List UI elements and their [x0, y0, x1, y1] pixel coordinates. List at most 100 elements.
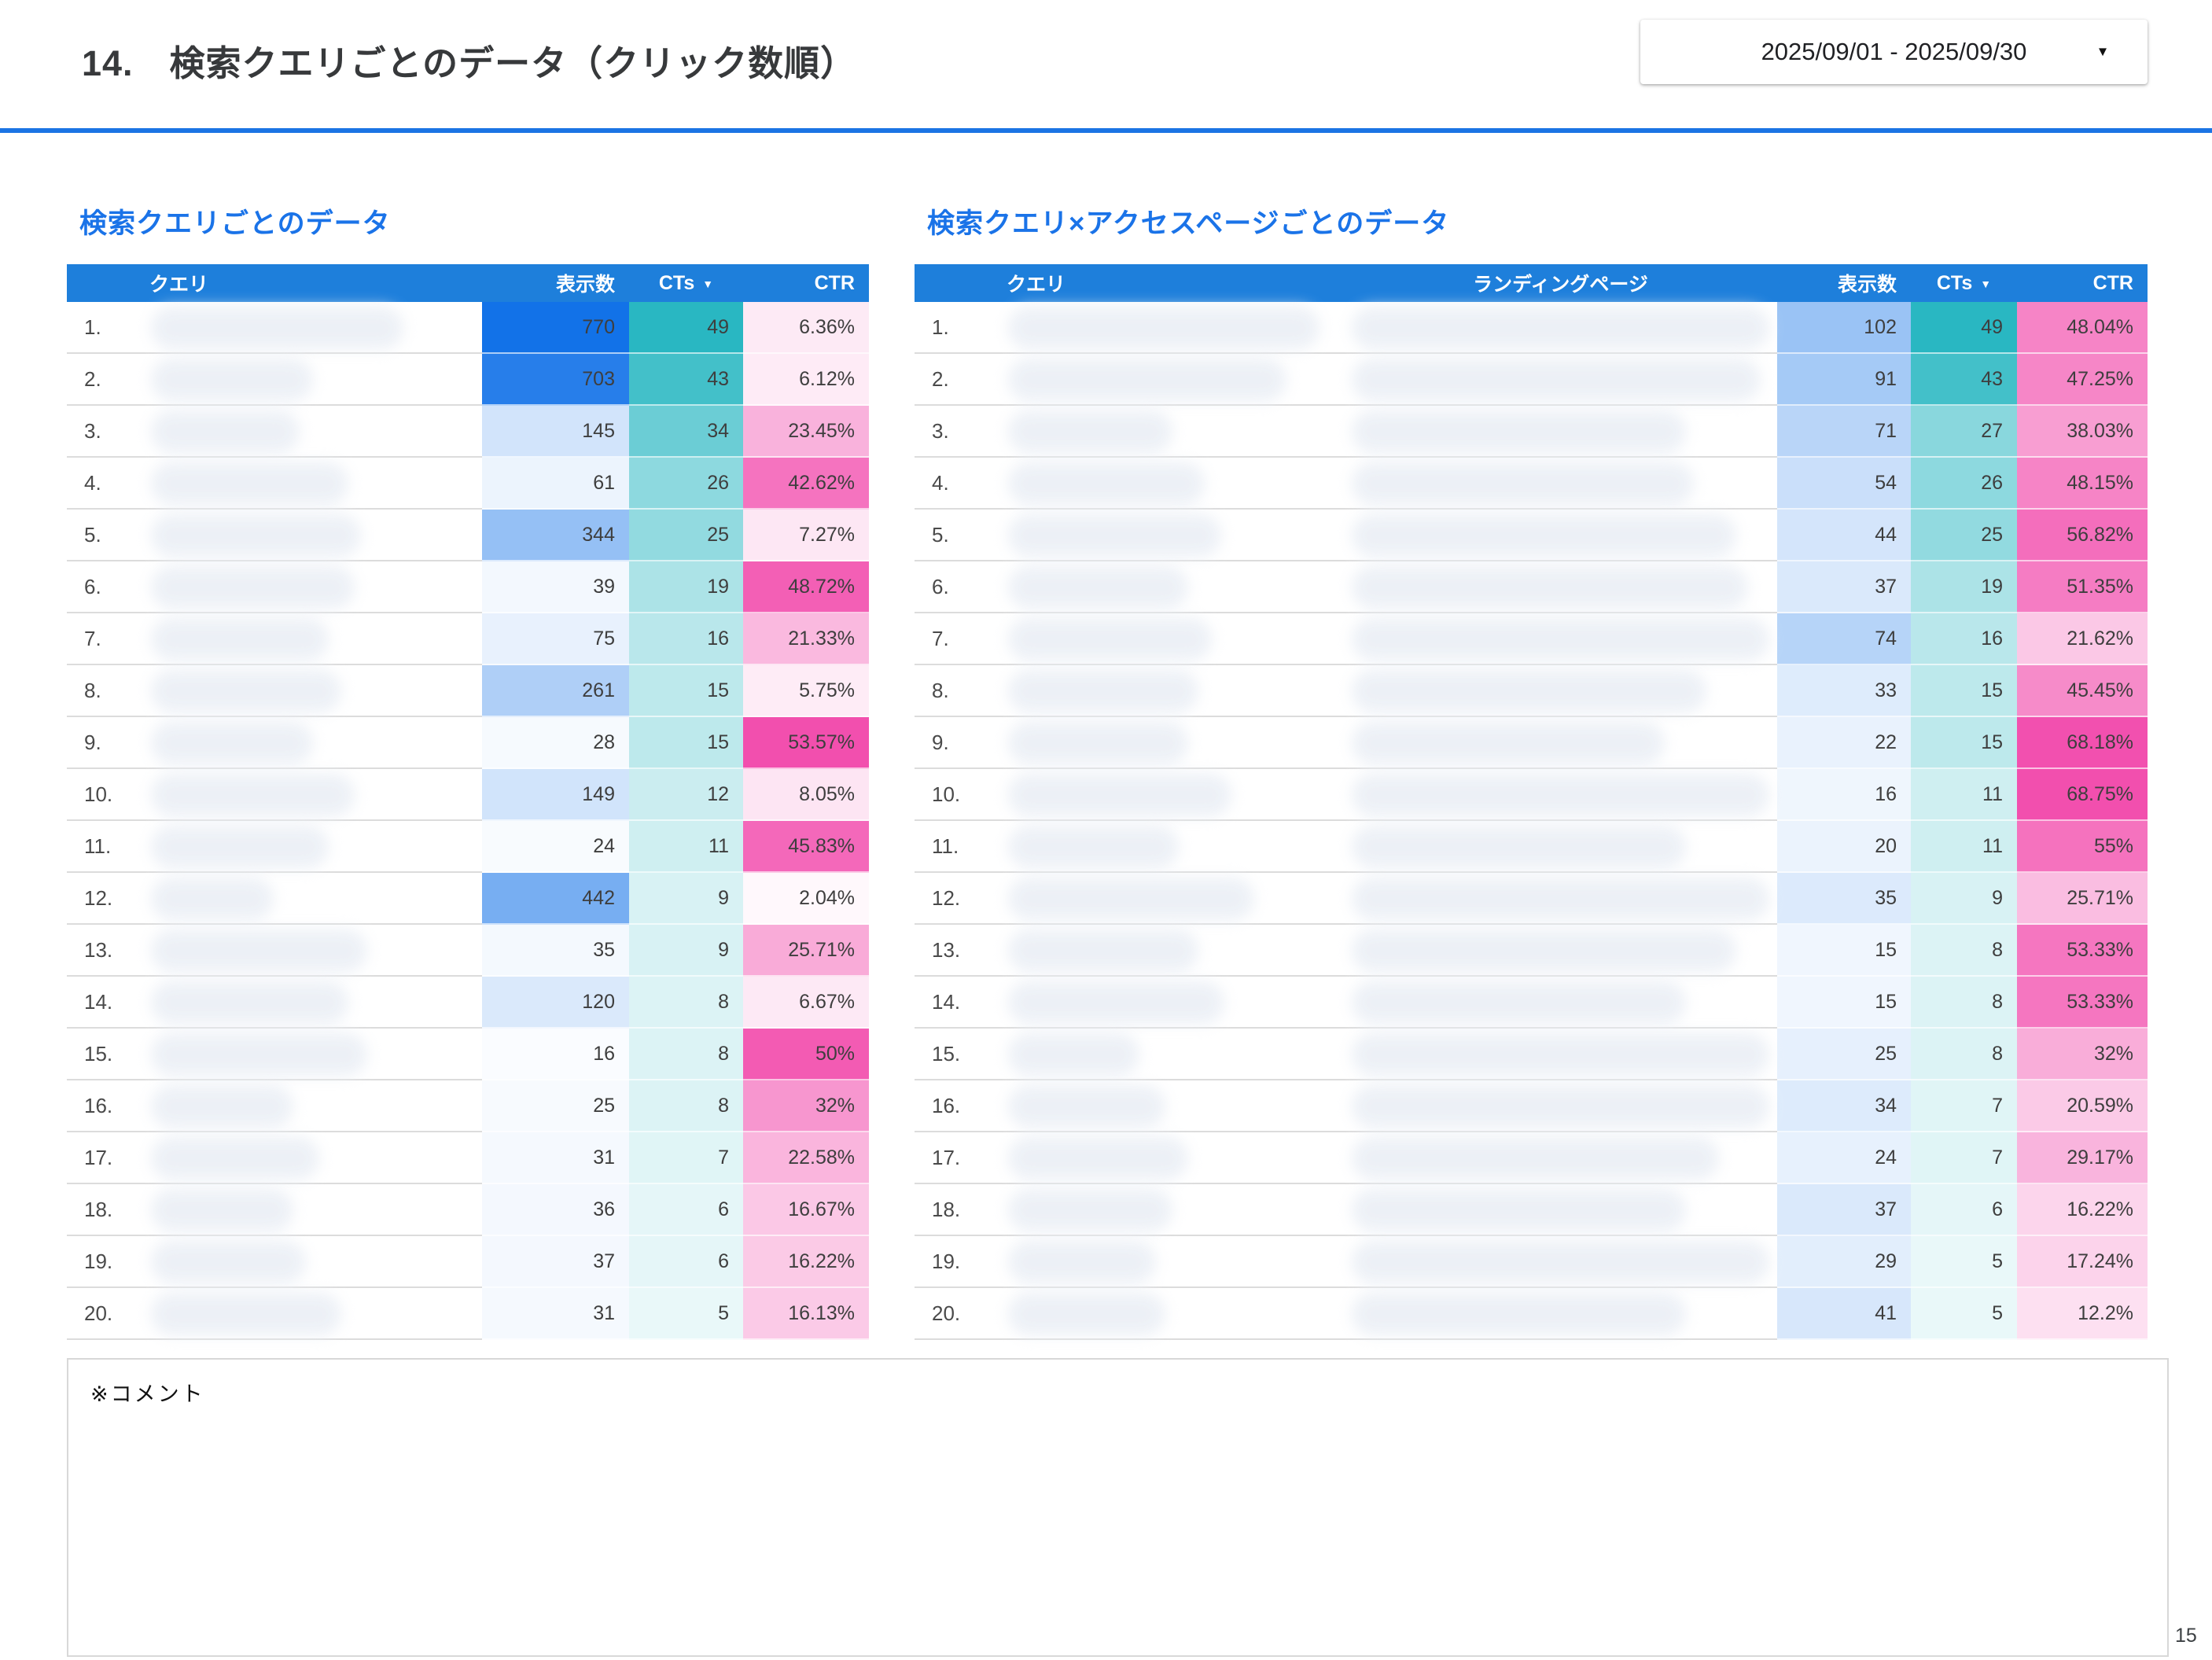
cts-value: 9 — [629, 925, 743, 977]
redacted-query-text — [143, 665, 482, 717]
cts-value: 8 — [1911, 1029, 2017, 1080]
column-header-label: クエリ — [1007, 274, 1066, 296]
row-rank: 17. — [915, 1132, 1000, 1184]
impressions-value: 71 — [1777, 406, 1911, 458]
column-header-label: CTR — [2092, 271, 2133, 294]
ctr-value: 53.33% — [2017, 925, 2148, 977]
blur-redaction — [1352, 878, 1769, 920]
blur-redaction — [151, 514, 361, 557]
ctr-value: 6.36% — [743, 302, 869, 354]
impressions-value: 35 — [1777, 873, 1911, 925]
cts-value: 6 — [629, 1184, 743, 1236]
redacted-query-text — [1000, 458, 1344, 510]
date-range-value: 2025/09/01 - 2025/09/30 — [1761, 38, 2027, 65]
ctr-value: 6.67% — [743, 977, 869, 1029]
ctr-value: 25.71% — [2017, 873, 2148, 925]
page-number: 15 — [2175, 1625, 2197, 1647]
column-header-impressions[interactable]: 表示数 — [482, 264, 629, 302]
cts-value: 7 — [629, 1132, 743, 1184]
cts-value: 8 — [629, 1080, 743, 1132]
ctr-value: 20.59% — [2017, 1080, 2148, 1132]
impressions-value: 703 — [482, 354, 629, 406]
comment-box[interactable]: ※コメント — [67, 1358, 2169, 1657]
left-table-title: 検索クエリごとのデータ — [79, 208, 391, 239]
redacted-query-text — [1000, 1184, 1344, 1236]
redacted-landing-page-text — [1344, 1132, 1777, 1184]
blur-redaction — [1008, 618, 1212, 661]
redacted-query-text — [1000, 354, 1344, 406]
redacted-query-text — [143, 302, 482, 354]
column-header-label: ランディングページ — [1473, 274, 1648, 296]
redacted-landing-page-text — [1344, 665, 1777, 717]
blur-redaction — [1008, 929, 1198, 972]
redacted-query-text — [143, 977, 482, 1029]
redacted-query-text — [143, 769, 482, 821]
blur-redaction — [1352, 359, 1761, 401]
blur-redaction — [151, 1137, 319, 1180]
impressions-value: 344 — [482, 510, 629, 561]
blur-redaction — [1352, 929, 1736, 972]
cts-value: 9 — [1911, 873, 2017, 925]
column-header-query[interactable]: クエリ — [1000, 264, 1344, 302]
cts-value: 11 — [1911, 821, 2017, 873]
row-rank: 1. — [915, 302, 1000, 354]
ctr-value: 25.71% — [743, 925, 869, 977]
ctr-value: 32% — [743, 1080, 869, 1132]
cts-value: 25 — [1911, 510, 2017, 561]
impressions-value: 37 — [1777, 561, 1911, 613]
impressions-value: 36 — [482, 1184, 629, 1236]
ctr-value: 55% — [2017, 821, 2148, 873]
header-divider — [0, 128, 2212, 133]
column-header-cts[interactable]: CTs ▼ — [629, 264, 743, 302]
blur-redaction — [1352, 618, 1769, 661]
cts-value: 25 — [629, 510, 743, 561]
redacted-query-text — [1000, 406, 1344, 458]
impressions-value: 24 — [1777, 1132, 1911, 1184]
ctr-value: 45.45% — [2017, 665, 2148, 717]
row-rank: 19. — [67, 1236, 143, 1288]
column-header-landing[interactable]: ランディングページ — [1344, 264, 1777, 302]
redacted-query-text — [1000, 769, 1344, 821]
blur-redaction — [1008, 514, 1221, 557]
column-header-rank[interactable] — [67, 264, 143, 302]
blur-redaction — [1352, 307, 1769, 349]
redacted-query-text — [1000, 1029, 1344, 1080]
redacted-landing-page-text — [1344, 1184, 1777, 1236]
column-header-rank[interactable] — [915, 264, 1000, 302]
redacted-landing-page-text — [1344, 1288, 1777, 1340]
blur-redaction — [151, 929, 367, 972]
column-header-ctr[interactable]: CTR — [2017, 264, 2148, 302]
ctr-value: 21.62% — [2017, 613, 2148, 665]
redacted-query-text — [143, 821, 482, 873]
blur-redaction — [1008, 1241, 1156, 1283]
redacted-query-text — [143, 1080, 482, 1132]
cts-value: 9 — [629, 873, 743, 925]
redacted-query-text — [143, 406, 482, 458]
blur-redaction — [1352, 981, 1686, 1024]
cts-value: 49 — [1911, 302, 2017, 354]
column-header-impressions[interactable]: 表示数 — [1777, 264, 1911, 302]
ctr-value: 32% — [2017, 1029, 2148, 1080]
date-range-picker[interactable]: 2025/09/01 - 2025/09/30 ▾ — [1640, 20, 2148, 84]
cts-value: 16 — [1911, 613, 2017, 665]
blur-redaction — [1352, 410, 1686, 453]
redacted-query-text — [143, 1029, 482, 1080]
row-rank: 12. — [67, 873, 143, 925]
impressions-value: 145 — [482, 406, 629, 458]
impressions-value: 37 — [482, 1236, 629, 1288]
ctr-value: 12.2% — [2017, 1288, 2148, 1340]
impressions-value: 33 — [1777, 665, 1911, 717]
redacted-query-text — [1000, 977, 1344, 1029]
cts-value: 19 — [1911, 561, 2017, 613]
comment-label: ※コメント — [90, 1382, 205, 1406]
cts-value: 15 — [629, 717, 743, 769]
redacted-query-text — [1000, 1236, 1344, 1288]
column-header-query[interactable]: クエリ — [143, 264, 482, 302]
impressions-value: 261 — [482, 665, 629, 717]
column-header-ctr[interactable]: CTR — [743, 264, 869, 302]
redacted-query-text — [1000, 561, 1344, 613]
cts-value: 16 — [629, 613, 743, 665]
redacted-query-text — [1000, 302, 1344, 354]
redacted-landing-page-text — [1344, 873, 1777, 925]
column-header-cts[interactable]: CTs ▼ — [1911, 264, 2017, 302]
